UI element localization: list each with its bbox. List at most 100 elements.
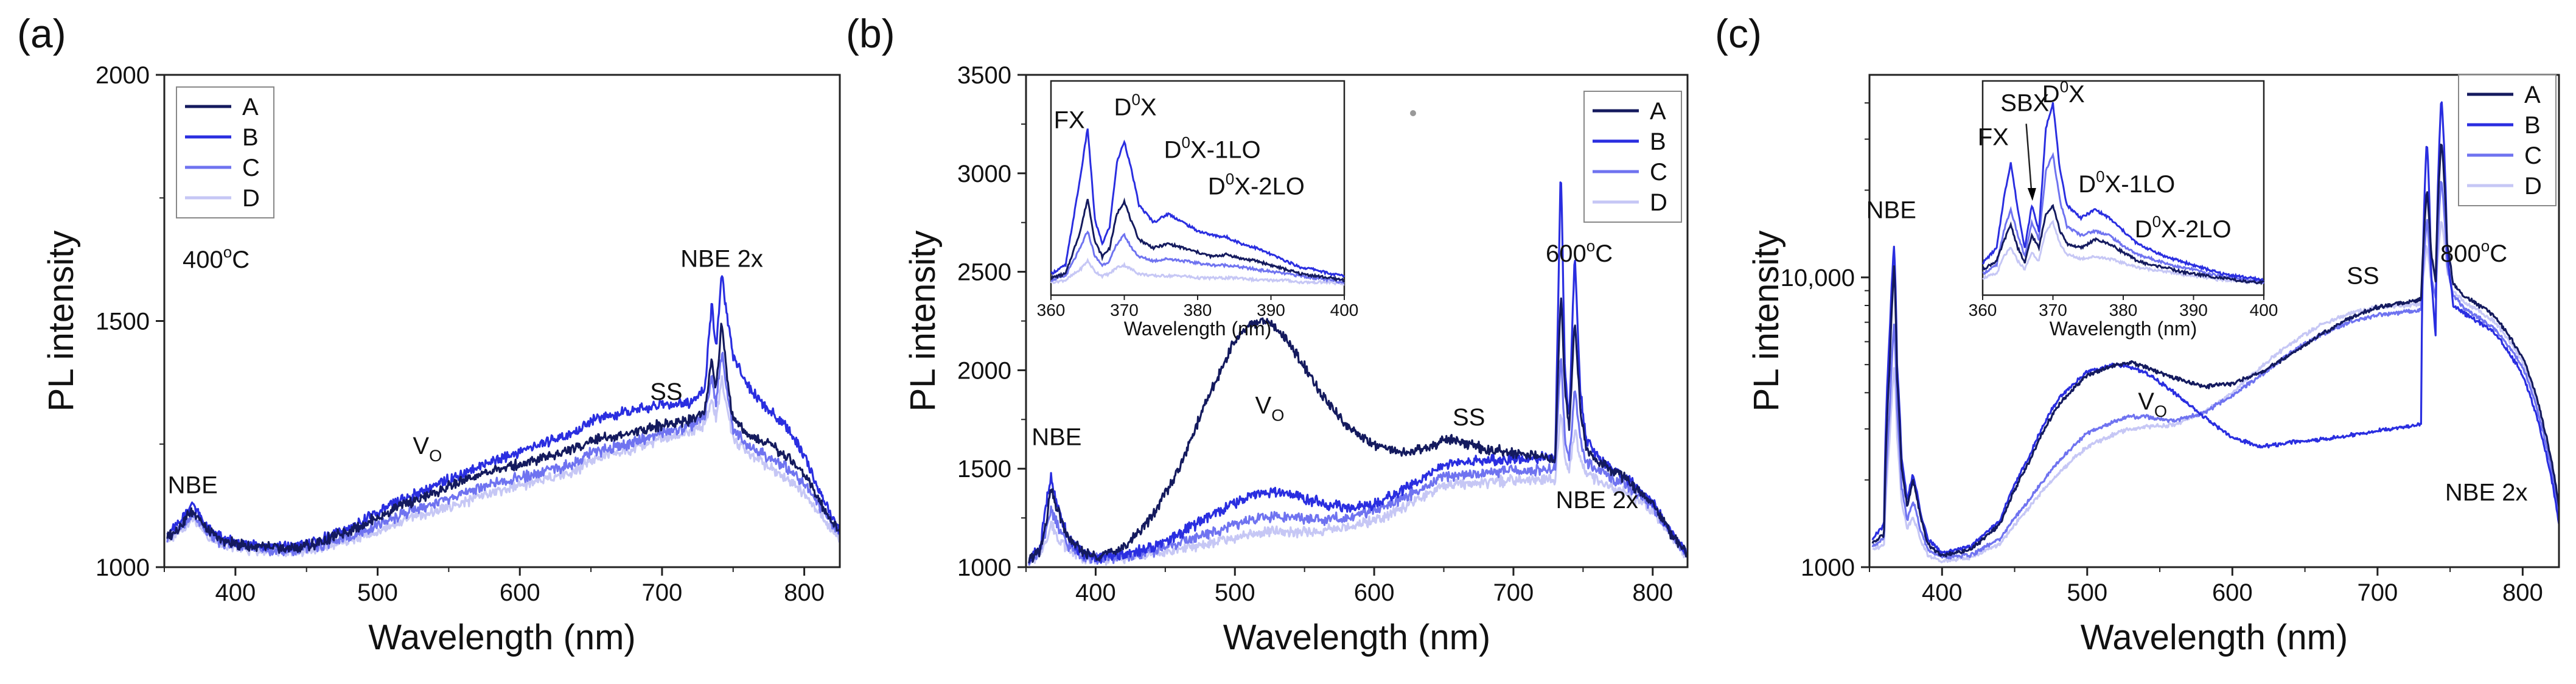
inset-x-tick-label: 400 xyxy=(2250,301,2278,319)
inset-x-tick-label: 390 xyxy=(1257,301,1285,319)
legend-label-B: B xyxy=(242,124,259,151)
x-axis-title: Wavelength (nm) xyxy=(2081,618,2348,657)
annotation-label: VO xyxy=(413,433,442,465)
x-tick-label: 400 xyxy=(1922,579,1963,606)
legend-label-C: C xyxy=(2524,142,2542,169)
inset-x-tick-label: 360 xyxy=(1969,301,1997,319)
inset-series-A xyxy=(1050,197,1346,283)
inset-annotation: D0X-1LO xyxy=(2078,167,2175,198)
inset-annotation: SBX xyxy=(2000,89,2049,116)
inset-series-A xyxy=(1981,204,2264,285)
x-tick-label: 600 xyxy=(1354,579,1395,606)
y-tick-label: 1000 xyxy=(1801,554,1855,581)
annotation-label: VO xyxy=(1255,393,1285,425)
inset-x-tick-label: 380 xyxy=(1184,301,1212,319)
inset-frame xyxy=(1050,80,1346,296)
series-group xyxy=(166,275,840,557)
inset-x-tick-label: 360 xyxy=(1037,301,1066,319)
sbx-arrow-head xyxy=(2027,188,2036,201)
temperature-label: 400oC xyxy=(183,243,250,273)
series-group xyxy=(1028,181,1688,566)
y-axis-title: PL intensity xyxy=(1747,231,1786,412)
x-tick-label: 700 xyxy=(2357,579,2398,606)
inset-series-D xyxy=(1982,220,2264,285)
x-tick-label: 400 xyxy=(215,579,256,606)
x-tick-label: 600 xyxy=(500,579,540,606)
y-tick-label: 1000 xyxy=(96,554,150,581)
y-tick-label: 2000 xyxy=(96,62,150,89)
panel-label: (a) xyxy=(17,11,66,56)
series-group xyxy=(1871,101,2559,564)
inset-x-tick-label: 380 xyxy=(2109,301,2138,319)
inset-x-tick-label: 370 xyxy=(2039,301,2067,319)
annotation-label: SS xyxy=(2347,262,2379,289)
legend-label-D: D xyxy=(1650,189,1667,216)
inset-annotation: D0X-2LO xyxy=(2135,212,2232,243)
inset-series-D xyxy=(1050,257,1345,286)
temperature-label: 800oC xyxy=(2440,237,2507,267)
x-axis-title: Wavelength (nm) xyxy=(1223,618,1490,657)
plot-frame xyxy=(1868,74,2560,568)
y-axis-title: PL intensity xyxy=(903,231,943,412)
legend-box xyxy=(176,86,274,218)
legend-label-D: D xyxy=(242,185,260,212)
inset-annotation: FX xyxy=(1978,124,2009,151)
x-tick-label: 500 xyxy=(357,579,398,606)
x-axis-title: Wavelength (nm) xyxy=(368,618,635,657)
inset-x-axis-title: Wavelength (nm) xyxy=(2050,318,2197,340)
series-line-D xyxy=(166,375,840,557)
legend-label-A: A xyxy=(242,94,259,120)
annotation-label: SS xyxy=(650,379,682,405)
x-tick-label: 800 xyxy=(2502,579,2543,606)
legend-label-A: A xyxy=(2524,82,2541,108)
x-tick-label: 800 xyxy=(784,579,825,606)
series-line-B xyxy=(1871,101,2559,556)
x-tick-label: 400 xyxy=(1075,579,1116,606)
series-line-C xyxy=(166,351,840,557)
legend-label-C: C xyxy=(242,155,260,181)
y-tick-label: 3000 xyxy=(957,161,1011,187)
y-tick-label: 1000 xyxy=(957,554,1011,581)
annotation-label: NBE 2x xyxy=(1555,487,1638,514)
legend-box xyxy=(1583,91,1682,223)
legend-label-A: A xyxy=(1650,98,1666,125)
legend-label-D: D xyxy=(2524,173,2542,200)
legend-label-C: C xyxy=(1650,159,1667,186)
series-line-B xyxy=(1028,181,1688,564)
series-line-B xyxy=(166,275,840,552)
inset-x-tick-label: 400 xyxy=(1330,301,1359,319)
x-tick-label: 600 xyxy=(2212,579,2253,606)
panel-c: (c) 400 500 600 700 800 1000 10,000 Wavelength (… xyxy=(1715,11,2560,657)
legend-label-B: B xyxy=(2524,112,2541,139)
y-tick-label: 2000 xyxy=(957,357,1011,384)
series-line-C xyxy=(1028,358,1688,566)
inset-x-tick-label: 370 xyxy=(1110,301,1139,319)
panel-a: (a) 400 500 600 700 800 1000 1500 2000 Wavelength… xyxy=(17,11,841,657)
x-tick-label: 700 xyxy=(1493,579,1534,606)
annotation-label: SS xyxy=(1453,404,1485,431)
panel-b: (b) 400 500 600 700 800 1000 1500 2000 2500 3000 35… xyxy=(846,11,1689,657)
series-line-A xyxy=(1871,144,2559,558)
annotation-label: NBE xyxy=(168,472,218,499)
annotation-label: NBE 2x xyxy=(2445,479,2528,506)
axes: 400 500 600 700 800 1000 10,000 xyxy=(1781,74,2560,606)
stray-dot xyxy=(1410,110,1416,116)
inset: 360 370 380 390 400 Wavelength (nm) FX D0XD0X-1… xyxy=(1037,80,1359,340)
inset-series-B xyxy=(1981,102,2265,283)
inset-series-C xyxy=(1050,230,1345,285)
y-tick-label: 1500 xyxy=(957,456,1011,483)
x-tick-label: 500 xyxy=(2067,579,2107,606)
legend-box xyxy=(2458,74,2557,206)
y-tick-label: 1500 xyxy=(96,309,150,335)
axes: 400 500 600 700 800 1000 1500 2000 xyxy=(96,62,841,606)
y-tick-label: 3500 xyxy=(957,62,1011,89)
annotation-label: NBE 2x xyxy=(680,246,763,273)
x-tick-label: 700 xyxy=(642,579,683,606)
annotation-label: VO xyxy=(2138,388,2167,421)
x-tick-label: 800 xyxy=(1632,579,1673,606)
inset-series-C xyxy=(1982,152,2265,285)
